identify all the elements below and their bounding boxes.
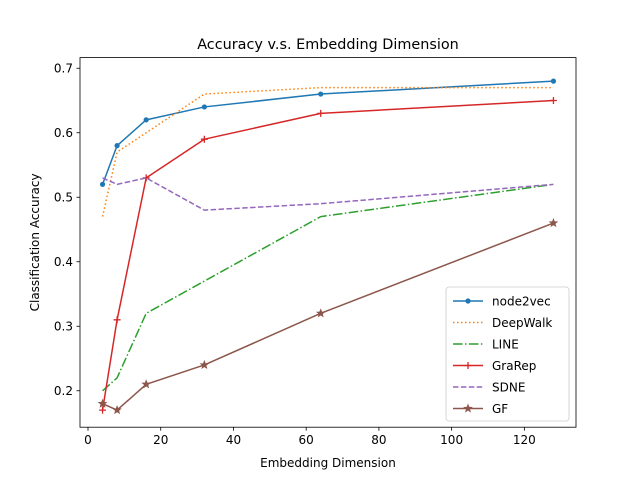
data-point-grarep <box>317 109 325 117</box>
data-point-node2vec <box>114 143 120 149</box>
data-point-grarep <box>113 316 121 324</box>
y-axis-title: Classification Accuracy <box>28 173 42 311</box>
data-point-gf <box>199 359 210 370</box>
data-point-grarep <box>99 406 107 414</box>
legend-label: DeepWalk <box>492 316 552 330</box>
y-tick-label: 0.4 <box>54 255 73 269</box>
series-line <box>102 183 554 392</box>
data-point-node2vec <box>550 78 557 84</box>
data-point-node2vec <box>99 181 106 187</box>
data-point-node2vec <box>318 91 324 97</box>
legend: node2vec DeepWalk LINE GraRep SDNE GF <box>445 286 570 422</box>
y-tick-label: 0.3 <box>54 320 73 334</box>
x-tick-label: 40 <box>226 433 241 447</box>
legend-item-line: LINE <box>453 337 519 351</box>
legend-label: node2vec <box>492 294 551 308</box>
y-tick-label: 0.7 <box>54 62 73 76</box>
legend-label: LINE <box>492 337 519 351</box>
data-point-gf <box>141 379 151 389</box>
legend-item-node2vec: node2vec <box>453 294 551 308</box>
plot-area <box>97 78 559 415</box>
data-point-gf <box>548 218 559 228</box>
x-axis: 0 20 40 60 80 100 120 <box>84 427 536 447</box>
x-tick-label: 120 <box>513 433 536 447</box>
data-point-gf <box>112 405 122 415</box>
legend-marker <box>464 362 472 369</box>
x-axis-title: Embedding Dimension <box>260 456 396 470</box>
series-gf <box>97 218 559 415</box>
data-point-gf <box>97 398 108 408</box>
data-point-grarep <box>200 135 208 143</box>
y-tick-label: 0.5 <box>54 191 73 205</box>
legend-label: GF <box>492 402 508 416</box>
x-tick-label: 100 <box>440 433 463 447</box>
chart-title: Accuracy v.s. Embedding Dimension <box>197 37 459 53</box>
series-line-deepwalk <box>101 86 554 217</box>
y-axis: 0.2 0.3 0.4 0.5 0.6 0.7 <box>54 62 80 398</box>
legend-item-gf: GF <box>453 402 508 416</box>
x-tick-label: 0 <box>84 433 92 447</box>
data-point-gf <box>315 308 326 318</box>
legend-marker <box>465 298 471 304</box>
series-deepwalk <box>101 86 554 217</box>
legend-label: GraRep <box>492 359 536 373</box>
data-point-node2vec <box>201 104 207 110</box>
series-sdne <box>102 177 554 211</box>
series-line-sdne <box>102 177 554 211</box>
legend-label: SDNE <box>492 380 525 394</box>
series-node2vec <box>99 78 557 187</box>
y-tick-label: 0.2 <box>54 384 73 398</box>
data-point-node2vec <box>143 117 149 123</box>
series-line-grarep <box>101 99 554 411</box>
axes-frame <box>79 57 577 428</box>
y-tick-label: 0.6 <box>54 126 73 140</box>
legend-item-deepwalk: DeepWalk <box>453 316 552 330</box>
legend-item-grarep: GraRep <box>453 359 536 373</box>
series-line-line <box>102 183 554 392</box>
x-tick-label: 80 <box>371 433 386 447</box>
x-tick-label: 60 <box>299 433 314 447</box>
series-grarep <box>99 96 557 414</box>
series-line-node2vec <box>101 80 554 185</box>
x-tick-label: 20 <box>153 433 168 447</box>
legend-item-sdne: SDNE <box>453 380 525 394</box>
data-point-grarep <box>549 96 557 104</box>
legend-marker <box>463 403 473 413</box>
